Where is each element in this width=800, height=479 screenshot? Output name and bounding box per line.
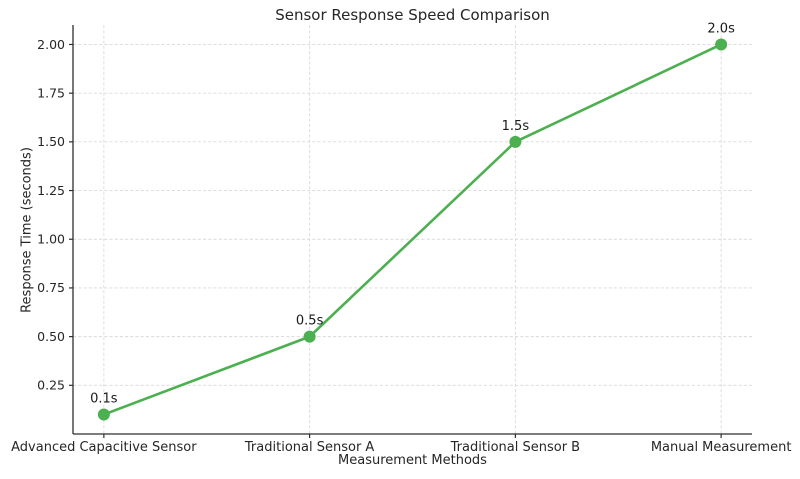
x-tick-label: Manual Measurement: [651, 440, 792, 455]
point-annotation: 0.5s: [296, 314, 324, 329]
point-annotation: 1.5s: [502, 119, 530, 134]
x-tick-label: Advanced Capacitive Sensor: [11, 440, 197, 455]
y-tick-label: 1.25: [37, 183, 65, 198]
y-tick-label: 1.50: [37, 134, 65, 149]
x-axis-label: Measurement Methods: [338, 453, 487, 468]
data-point: [97, 408, 110, 421]
chart-title: Sensor Response Speed Comparison: [275, 6, 550, 24]
y-tick-label: 0.25: [37, 378, 65, 393]
x-tick-label: Traditional Sensor A: [244, 440, 375, 455]
data-line: [102, 43, 723, 416]
x-tick-label: Traditional Sensor B: [450, 440, 580, 455]
y-tick-label: 1.00: [37, 232, 65, 247]
y-tick-label: 0.75: [37, 280, 65, 295]
y-tick-label: 1.75: [37, 85, 65, 100]
y-tick-label: 0.50: [37, 329, 65, 344]
data-point: [715, 38, 728, 51]
data-point: [509, 135, 522, 148]
data-point: [303, 330, 316, 343]
point-annotation: 2.0s: [707, 21, 735, 36]
y-tick-label: 2.00: [37, 37, 65, 52]
point-annotation: 0.1s: [90, 392, 118, 407]
